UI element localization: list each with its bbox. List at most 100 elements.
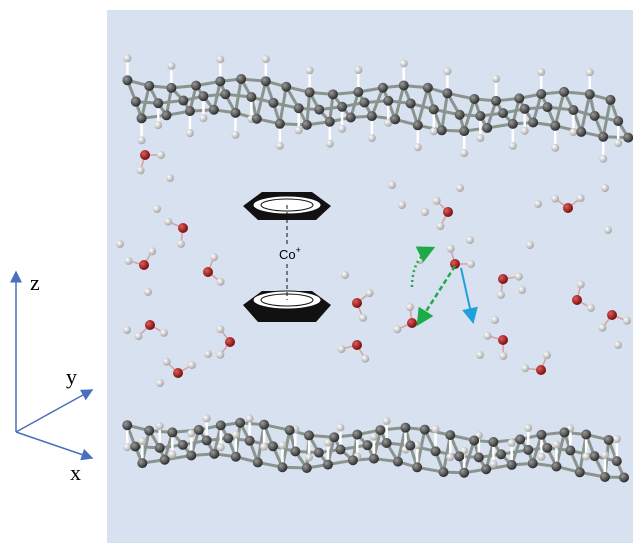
y-label: y: [66, 364, 77, 389]
hydrogen: [476, 134, 484, 142]
carbon: [335, 445, 345, 455]
hydrogen: [467, 260, 475, 268]
carbon: [576, 127, 586, 137]
carbon: [302, 120, 312, 130]
carbon: [559, 427, 569, 437]
hydrogen: [216, 325, 224, 333]
carbon: [277, 462, 287, 472]
carbon: [261, 76, 271, 86]
carbon: [523, 445, 533, 455]
carbon: [285, 425, 295, 435]
carbon: [323, 460, 333, 470]
hydrogen: [447, 245, 455, 253]
oxygen: [407, 318, 417, 328]
hydrogen: [164, 218, 172, 226]
hydrogen: [125, 257, 133, 265]
carbon: [245, 436, 255, 446]
hydrogen: [551, 144, 559, 152]
hydrogen: [156, 422, 164, 430]
carbon: [445, 430, 455, 440]
hydrogen: [217, 443, 225, 451]
hydrogen: [160, 329, 168, 337]
carbon: [198, 91, 208, 101]
hydrogen: [204, 350, 212, 358]
carbon: [328, 89, 338, 99]
hydrogen: [521, 127, 529, 135]
carbon: [496, 449, 506, 459]
hydrogen: [246, 415, 254, 423]
oxygen: [173, 368, 183, 378]
carbon: [559, 87, 569, 97]
carbon: [137, 458, 147, 468]
hydrogen: [601, 451, 609, 459]
ion-charge: +: [296, 245, 301, 255]
carbon: [153, 98, 163, 108]
hydrogen: [370, 433, 378, 441]
carbon: [346, 112, 356, 122]
hydrogen: [199, 114, 207, 122]
carbon: [230, 108, 240, 118]
hydrogen: [260, 443, 268, 451]
hydrogen: [217, 278, 225, 286]
hydrogen: [388, 181, 396, 189]
carbon: [290, 446, 300, 456]
hydrogen: [137, 166, 145, 174]
hydrogen: [577, 280, 585, 288]
hydrogen: [359, 314, 367, 322]
hydrogen: [326, 140, 334, 148]
hydrogen: [577, 194, 585, 202]
carbon: [294, 103, 304, 113]
hydrogen: [216, 55, 224, 63]
carbon: [252, 114, 262, 124]
figure: Co+ z y x: [0, 0, 633, 543]
hydrogen: [144, 288, 152, 296]
hydrogen: [433, 197, 441, 205]
carbon: [469, 435, 479, 445]
hydrogen: [484, 332, 492, 340]
carbon: [185, 106, 195, 116]
carbon: [423, 83, 433, 93]
hydrogen: [508, 439, 516, 447]
carbon: [455, 110, 465, 120]
hydrogen: [499, 352, 507, 360]
carbon: [353, 87, 363, 97]
hydrogen: [489, 460, 497, 468]
hydrogen: [116, 240, 124, 248]
carbon: [498, 108, 508, 118]
carbon: [144, 426, 154, 436]
hydrogen: [338, 125, 346, 133]
hydrogen: [305, 453, 313, 461]
hydrogen: [278, 441, 286, 449]
carbon: [352, 430, 362, 440]
carbon: [429, 104, 439, 114]
carbon: [362, 440, 372, 450]
hydrogen: [262, 55, 270, 63]
hydrogen: [276, 142, 284, 150]
hydrogen: [166, 174, 174, 182]
hydrogen: [601, 184, 609, 192]
carbon: [359, 98, 369, 108]
hydrogen: [341, 271, 349, 279]
carbon: [528, 458, 538, 468]
hydrogen: [613, 435, 621, 443]
carbon: [551, 461, 561, 471]
carbon: [367, 111, 377, 121]
carbon: [469, 94, 479, 104]
carbon: [528, 118, 538, 128]
oxygen: [536, 365, 546, 375]
hydrogen: [354, 66, 362, 74]
hydrogen: [497, 291, 505, 299]
carbon: [598, 132, 608, 142]
hydrogen: [393, 325, 401, 333]
oxygen: [607, 310, 617, 320]
carbon: [536, 89, 546, 99]
hydrogen: [231, 131, 239, 139]
carbon: [405, 441, 415, 451]
carbon: [565, 445, 575, 455]
carbon: [302, 463, 312, 473]
carbon: [400, 423, 410, 433]
carbon: [216, 420, 226, 430]
carbon: [220, 89, 230, 99]
hydrogen: [167, 62, 175, 70]
carbon: [231, 452, 241, 462]
